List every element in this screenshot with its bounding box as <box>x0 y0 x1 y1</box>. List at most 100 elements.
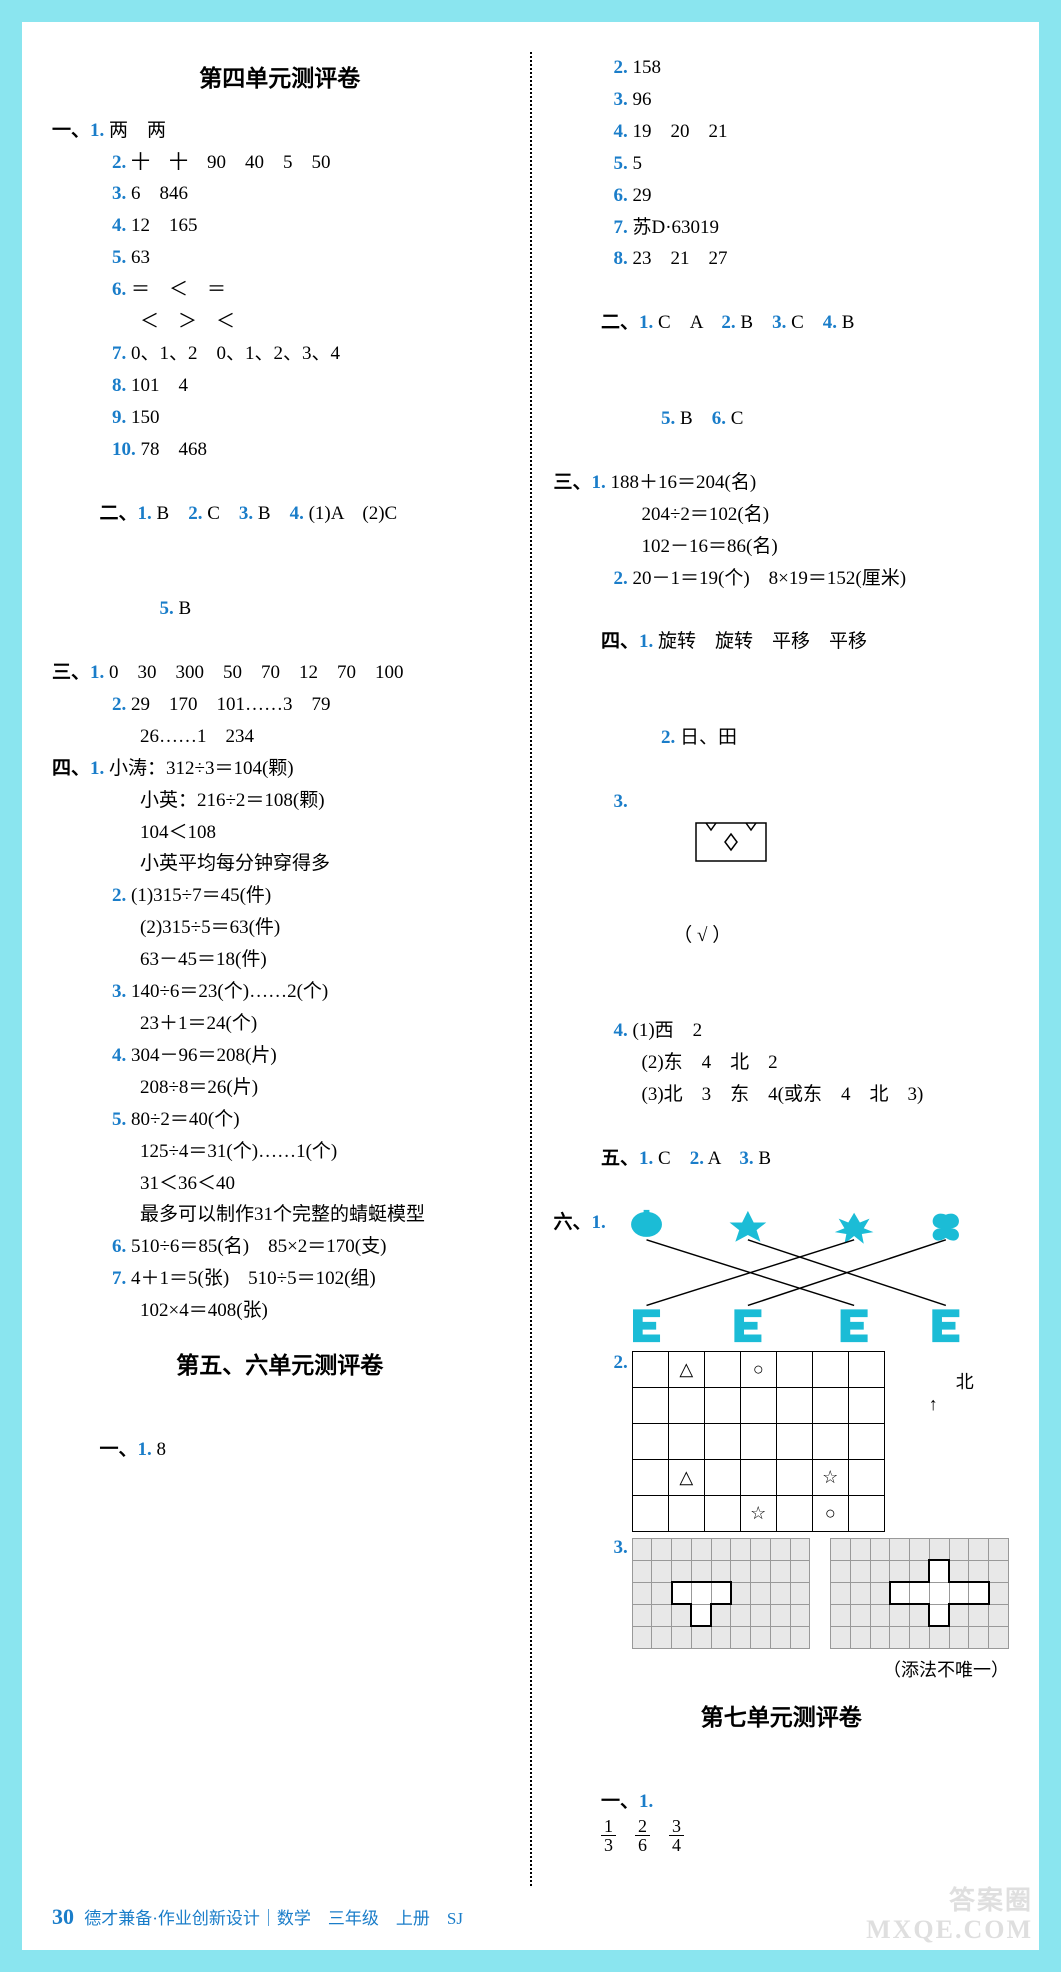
answer-line: 102－16＝86(名) <box>554 531 1010 563</box>
answer-line: 小英：216÷2＝108(颗) <box>52 785 508 817</box>
column-divider <box>530 52 532 1886</box>
grid-6-3a <box>632 1538 811 1649</box>
ans: C <box>207 503 239 524</box>
num: 2. <box>690 1148 704 1169</box>
answer-line: 10. 78 468 <box>52 434 508 466</box>
ans: 日、田 <box>680 727 737 748</box>
q4-3-diagram: （ √ ） <box>634 786 771 1016</box>
ans: C A <box>658 312 721 333</box>
sec6-label: 六、 <box>554 1207 592 1239</box>
num: 4. <box>290 503 304 524</box>
answer-line: 最多可以制作31个完整的蜻蜓模型 <box>52 1199 508 1231</box>
page-footer: 30 德才兼备·作业创新设计｜数学 三年级 上册 SJ <box>52 1904 1009 1930</box>
answer-line: 2. 29 170 101……3 79 <box>52 689 508 721</box>
ans: B <box>758 1148 771 1169</box>
answer-line: 6. 510÷6＝85(名) 85×2＝170(支) <box>52 1231 508 1263</box>
answer-line: 一、1. 两 两 <box>52 115 508 147</box>
fraction: 26 <box>635 1817 650 1854</box>
page-content: 第四单元测评卷 一、1. 两 两2. 十 十 90 40 5 503. 6 84… <box>22 22 1039 1950</box>
num: 3. <box>739 1148 753 1169</box>
ans: 8 <box>157 1439 167 1460</box>
fraction: 13 <box>601 1817 616 1854</box>
answer-line: 2. 20－1＝19(个) 8×19＝152(厘米) <box>554 563 1010 595</box>
answer-line: 4. 12 165 <box>52 210 508 242</box>
sec5-label: 五、 <box>601 1148 639 1169</box>
answer-line: (3)北 3 东 4(或东 4 北 3) <box>554 1079 1010 1111</box>
answer-line: 125÷4＝31(个)……1(个) <box>52 1136 508 1168</box>
answer-line: 5. 63 <box>52 242 508 274</box>
answer-line: 8. 23 21 27 <box>554 243 1010 275</box>
fraction: 34 <box>669 1817 684 1854</box>
ans: C <box>731 408 744 429</box>
answer-line: 104＜108 <box>52 817 508 849</box>
answer-line: 31＜36＜40 <box>52 1168 508 1200</box>
answer-line: 5. 80÷2＝40(个) <box>52 1104 508 1136</box>
answer-line: 8. 101 4 <box>52 370 508 402</box>
answer-line: 3. 6 846 <box>52 178 508 210</box>
answer-line: 4. 19 20 21 <box>554 116 1010 148</box>
ans: (1)A (2)C <box>309 503 398 524</box>
ans: 旋转 旋转 平移 平移 <box>658 631 867 652</box>
answer-line: 204÷2＝102(名) <box>554 499 1010 531</box>
right-column: 2. 1583. 964. 19 20 215. 56. 297. 苏D·630… <box>536 52 1010 1886</box>
ans: B <box>258 503 290 524</box>
answer-line: 26……1 234 <box>52 721 508 753</box>
ans: B <box>842 312 855 333</box>
answer-line: 三、1. 0 30 300 50 70 12 70 100 <box>52 657 508 689</box>
answer-line: 三、1. 188＋16＝204(名) <box>554 467 1010 499</box>
ans: B <box>680 408 712 429</box>
unit56-title: 第五、六单元测评卷 <box>52 1347 508 1386</box>
answer-line: 6. ＝ ＜ ＝ <box>52 274 508 306</box>
sec4-label: 四、 <box>601 631 639 652</box>
num: 2. <box>661 727 675 748</box>
num: 5. <box>661 408 675 429</box>
answer-line: 2. 十 十 90 40 5 50 <box>52 147 508 179</box>
answer-line: (2)315÷5＝63(件) <box>52 912 508 944</box>
answer-line: 4. 304－96＝208(片) <box>52 1040 508 1072</box>
num: 4. <box>823 312 837 333</box>
answer-line: 7. 0、1、2 0、1、2、3、4 <box>52 338 508 370</box>
answer-line: 9. 150 <box>52 402 508 434</box>
num: 3. <box>614 786 628 818</box>
left-column: 第四单元测评卷 一、1. 两 两2. 十 十 90 40 5 503. 6 84… <box>52 52 526 1886</box>
num: 1. <box>639 631 653 652</box>
north-indicator: 北↑ <box>893 1351 974 1437</box>
num: 3. <box>614 1532 628 1564</box>
num: 3. <box>239 503 253 524</box>
answer-line: 208÷8＝26(片) <box>52 1072 508 1104</box>
num: 1. <box>592 1207 606 1239</box>
num: 2. <box>721 312 735 333</box>
sec2-label: 二、 <box>601 312 639 333</box>
ans: C <box>658 1148 690 1169</box>
ans: C <box>791 312 823 333</box>
num: 2. <box>188 503 202 524</box>
page-number: 30 <box>52 1904 74 1929</box>
num: 6. <box>712 408 726 429</box>
answer-line: (2)东 4 北 2 <box>554 1047 1010 1079</box>
num: 1. <box>639 312 653 333</box>
answer-line: 23＋1＝24(个) <box>52 1008 508 1040</box>
num: 3. <box>772 312 786 333</box>
grid-6-3b <box>830 1538 1009 1649</box>
matching-diagram <box>606 1207 996 1347</box>
answer-line: 小英平均每分钟穿得多 <box>52 848 508 880</box>
fractions: 13 26 34 <box>601 1824 703 1845</box>
ans: A <box>708 1148 740 1169</box>
answer-line: 四、1. 小涛：312÷3＝104(颗) <box>52 753 508 785</box>
answer-line: ＜ ＞ ＜ <box>52 306 508 338</box>
ans: B <box>740 312 772 333</box>
answer-line: 2. 158 <box>554 52 1010 84</box>
answer-line: 3. 140÷6＝23(个)……2(个) <box>52 976 508 1008</box>
answer-line: 3. 96 <box>554 84 1010 116</box>
footer-text: 德才兼备·作业创新设计｜数学 三年级 上册 SJ <box>84 1909 463 1928</box>
checkmark: （ √ ） <box>634 920 771 952</box>
answer-line: 102×4＝408(张) <box>52 1295 508 1327</box>
num: 1. <box>639 1148 653 1169</box>
sec1-7-label: 一、 <box>601 1791 639 1812</box>
note-variant: （添法不唯一） <box>554 1655 1010 1685</box>
num: 1. <box>639 1791 653 1812</box>
answer-line: 7. 苏D·63019 <box>554 212 1010 244</box>
num: 1. <box>138 503 157 524</box>
answer-line: 6. 29 <box>554 180 1010 212</box>
ans: B <box>179 598 192 619</box>
